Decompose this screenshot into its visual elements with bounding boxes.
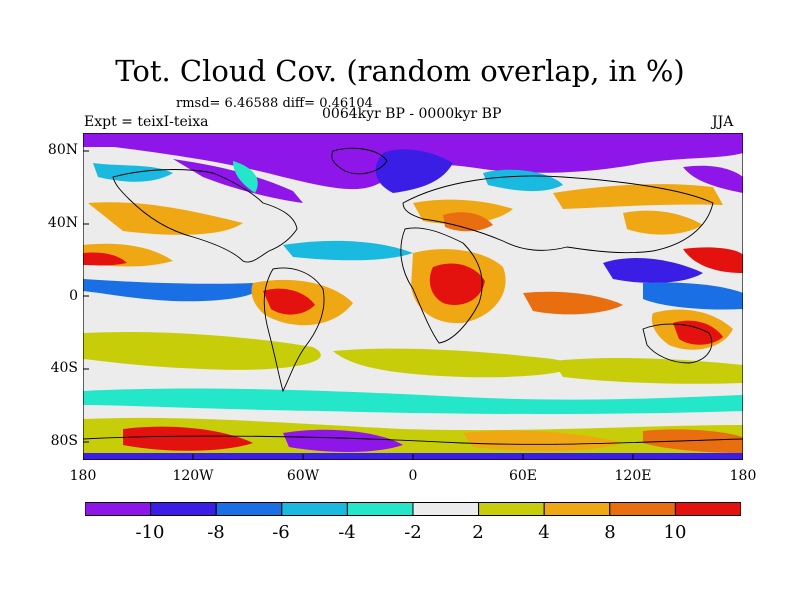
colorbar-box [150,502,217,516]
colorbar-box [281,502,348,516]
north-america-outline [112,169,298,263]
tick-marks [83,150,743,460]
colorbar-box [609,502,676,516]
colorbar-box [674,502,741,516]
lat-tick-40n: 40N [47,215,78,231]
colorbar-tick: -6 [272,522,290,543]
colorbar-box [85,502,152,516]
stats-label: rmsd= 6.46588 diff= 0.46104 [176,96,373,111]
coastlines [83,147,743,445]
colorbar-box [346,502,414,516]
lon-tick-0: 0 [408,468,418,484]
colorbar-tick: 10 [663,522,687,543]
south-america-outline [263,267,325,393]
antarctica-outline [83,435,743,445]
colorbar-tick: -4 [338,522,356,543]
colorbar-tick: -2 [404,522,422,543]
lat-tick-0: 0 [69,288,78,304]
colorbar-box [478,502,545,516]
colorbar-tick: 8 [604,522,616,543]
lon-tick-60w: 60W [286,468,320,484]
cloud-cover-map [83,133,743,460]
australia-outline [642,323,713,364]
colorbar-box [412,502,480,516]
greenland-outline [331,147,388,175]
lon-tick-120e: 120E [614,468,652,484]
lon-tick-180e: 180 [729,468,757,484]
season-label: JJA [712,114,734,130]
eurasia-outline [402,175,714,254]
lon-tick-180w: 180 [69,468,97,484]
colorbar-box [215,502,283,516]
lon-tick-60e: 60E [508,468,538,484]
colorbar [85,502,741,516]
lat-tick-80n: 80N [47,142,78,158]
colorbar-tick: -8 [207,522,225,543]
plot-title: Tot. Cloud Cov. (random overlap, in %) [115,54,685,88]
colorbar-tick: -10 [135,522,165,543]
lat-tick-80s: 80S [50,433,78,449]
lat-tick-40s: 40S [50,360,78,376]
experiment-label: Expt = teixI-teixa [84,114,209,130]
colorbar-tick: 2 [472,522,484,543]
lon-tick-120w: 120W [172,468,214,484]
colorbar-box [543,502,611,516]
period-label: 0064kyr BP - 0000kyr BP [322,106,502,122]
africa-outline [400,227,483,344]
colorbar-tick: 4 [538,522,550,543]
